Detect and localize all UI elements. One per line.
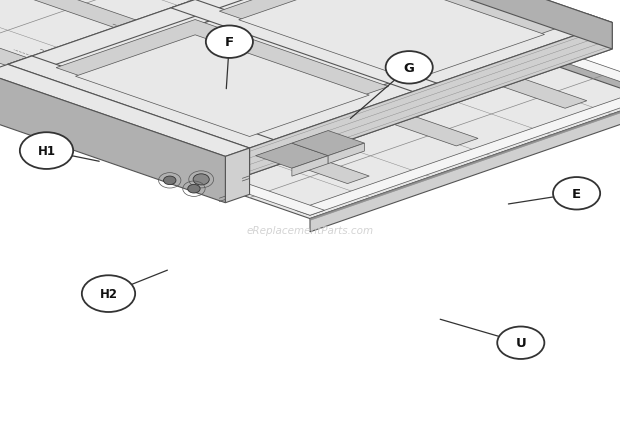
Polygon shape — [296, 86, 620, 216]
Polygon shape — [292, 131, 365, 156]
Polygon shape — [0, 65, 249, 157]
Polygon shape — [171, 0, 437, 92]
Polygon shape — [226, 15, 613, 149]
Polygon shape — [328, 144, 365, 164]
Polygon shape — [7, 57, 274, 149]
Polygon shape — [0, 26, 370, 184]
Polygon shape — [0, 0, 620, 219]
Polygon shape — [219, 0, 564, 79]
Circle shape — [193, 174, 209, 185]
Polygon shape — [76, 36, 370, 137]
Circle shape — [82, 276, 135, 312]
Text: U: U — [515, 337, 526, 349]
Polygon shape — [346, 0, 613, 32]
Circle shape — [20, 133, 73, 170]
Polygon shape — [7, 0, 395, 74]
Polygon shape — [7, 0, 613, 175]
Polygon shape — [255, 144, 328, 169]
Polygon shape — [249, 23, 613, 175]
Text: H1: H1 — [37, 145, 56, 158]
Polygon shape — [175, 0, 620, 95]
Text: E: E — [572, 187, 581, 200]
Circle shape — [188, 185, 200, 193]
Polygon shape — [56, 20, 389, 135]
Polygon shape — [370, 0, 613, 50]
Circle shape — [553, 178, 600, 210]
Polygon shape — [0, 0, 203, 54]
Polygon shape — [225, 149, 249, 203]
Polygon shape — [239, 0, 544, 81]
Polygon shape — [21, 0, 478, 147]
Text: F: F — [225, 36, 234, 49]
Polygon shape — [189, 0, 620, 107]
Circle shape — [497, 327, 544, 359]
Polygon shape — [0, 44, 324, 216]
Polygon shape — [130, 0, 587, 109]
Circle shape — [206, 26, 253, 59]
Polygon shape — [292, 156, 328, 177]
Circle shape — [164, 177, 176, 185]
Text: eReplacementParts.com: eReplacementParts.com — [246, 225, 374, 235]
Polygon shape — [310, 94, 620, 232]
Circle shape — [386, 52, 433, 84]
Polygon shape — [0, 74, 225, 203]
Text: H2: H2 — [99, 288, 118, 300]
Polygon shape — [7, 0, 370, 92]
Text: G: G — [404, 62, 415, 75]
